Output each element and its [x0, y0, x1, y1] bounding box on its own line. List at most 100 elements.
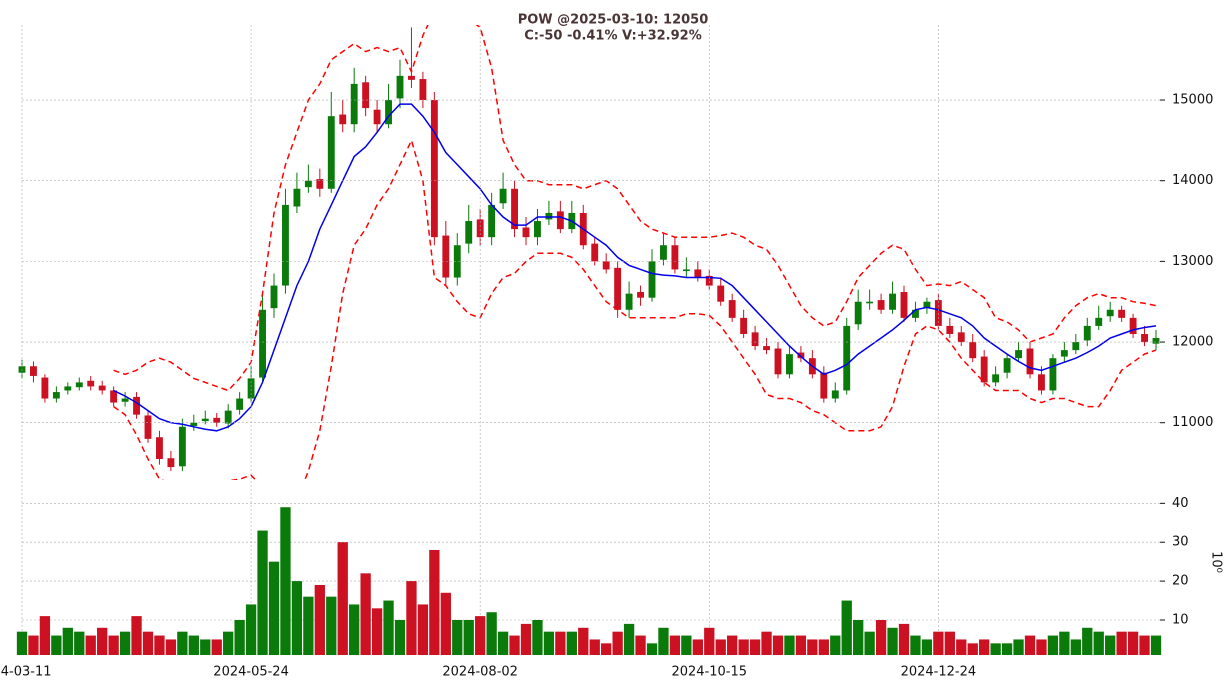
candle-body [1118, 309, 1126, 318]
candle-body [201, 418, 209, 422]
volume-bar [417, 604, 429, 655]
volume-bar [486, 612, 497, 655]
candle-body [1026, 348, 1034, 375]
candle-body [87, 380, 95, 387]
volume-bar [589, 639, 600, 655]
volume-tick-label: 30 [1172, 535, 1189, 550]
volume-bar [1150, 635, 1162, 655]
candle-body [682, 269, 690, 272]
candle-body [614, 267, 622, 310]
candle-body [1106, 309, 1114, 317]
x-tick-label: 2024-10-15 [671, 665, 747, 680]
candle-body [602, 261, 610, 270]
volume-bar [268, 561, 280, 655]
candle-body [396, 75, 404, 99]
volume-bar [326, 596, 337, 655]
candle-body [522, 227, 530, 238]
chart-subtitle: C:-50 -0.41% V:+32.92% [524, 29, 702, 44]
volume-bar [727, 635, 738, 655]
candle-body [282, 204, 289, 286]
volume-bar [452, 620, 463, 655]
volume-bar [257, 530, 268, 655]
candle-body [453, 245, 461, 278]
volume-bar [188, 635, 199, 655]
volume-bar [245, 604, 257, 655]
volume-bar [154, 635, 165, 655]
volume-bar [211, 639, 222, 655]
candle-body [511, 188, 518, 230]
volume-bar [1001, 643, 1013, 655]
candle-body [545, 212, 553, 220]
volume-bar [200, 639, 211, 655]
candle-body [1072, 342, 1080, 351]
volume-bar [497, 631, 509, 655]
volume-bar [784, 635, 795, 655]
candle-body [167, 458, 175, 468]
candle-body [476, 219, 484, 238]
y-tick-label: 15000 [1172, 93, 1213, 108]
band-line [113, 25, 1157, 392]
ma-line [113, 103, 1157, 432]
candle-body [236, 398, 244, 410]
volume-bar [223, 631, 234, 655]
volume-bar [234, 620, 245, 655]
candle-body [831, 390, 839, 399]
candle-body [327, 116, 335, 189]
candle-body [980, 356, 988, 383]
volume-bar [646, 643, 658, 655]
candle-body [728, 300, 736, 318]
volume-bar [1036, 639, 1047, 655]
volume-bar [475, 616, 486, 655]
volume-bar [715, 639, 726, 655]
volume-bar [692, 639, 703, 655]
candle-body [694, 269, 702, 278]
volume-bar [979, 639, 990, 655]
volume-bar [85, 635, 96, 655]
volume-bar [1013, 639, 1024, 655]
volume-bar [807, 639, 818, 655]
candle-body [637, 292, 644, 298]
volume-bar [28, 635, 39, 655]
candle-body [316, 179, 324, 189]
volume-bar [910, 635, 921, 655]
candle-body [763, 346, 770, 351]
candle-body [52, 392, 60, 399]
candle-body [224, 410, 232, 424]
volume-bar [1047, 635, 1059, 655]
candle-body [419, 79, 427, 101]
candle-body [1015, 350, 1022, 359]
candle-body [408, 75, 415, 80]
volume-bar [131, 616, 142, 655]
candle-body [912, 309, 919, 318]
candle-body [877, 300, 885, 310]
volume-bar [1070, 639, 1081, 655]
volume-bar [463, 620, 474, 655]
volume-bar [543, 631, 555, 655]
volume-bar [440, 592, 451, 655]
volume-bar [371, 608, 383, 655]
candle-body [75, 382, 83, 388]
candle-body [705, 275, 713, 286]
candle-body [774, 348, 782, 375]
y-tick-label: 12000 [1172, 335, 1213, 350]
candle-body [1141, 333, 1148, 343]
candle-body [156, 437, 163, 460]
volume-axis-label: 10⁰ [1209, 551, 1224, 573]
candle-body [648, 261, 656, 298]
volume-bar [314, 585, 325, 655]
volume-bar [303, 596, 314, 655]
candle-body [304, 180, 312, 188]
volume-bar [853, 620, 864, 655]
volume-bar [601, 643, 612, 655]
candle-body [339, 114, 347, 125]
volume-bar [280, 507, 291, 655]
candle-body [1049, 358, 1057, 391]
candle-body [488, 204, 496, 238]
volume-bar [337, 542, 348, 655]
candle-body [362, 82, 370, 109]
candle-body [385, 100, 392, 125]
volume-bar [681, 635, 692, 655]
candle-body [534, 221, 541, 238]
volume-bar [795, 635, 807, 655]
volume-bar [704, 627, 715, 655]
